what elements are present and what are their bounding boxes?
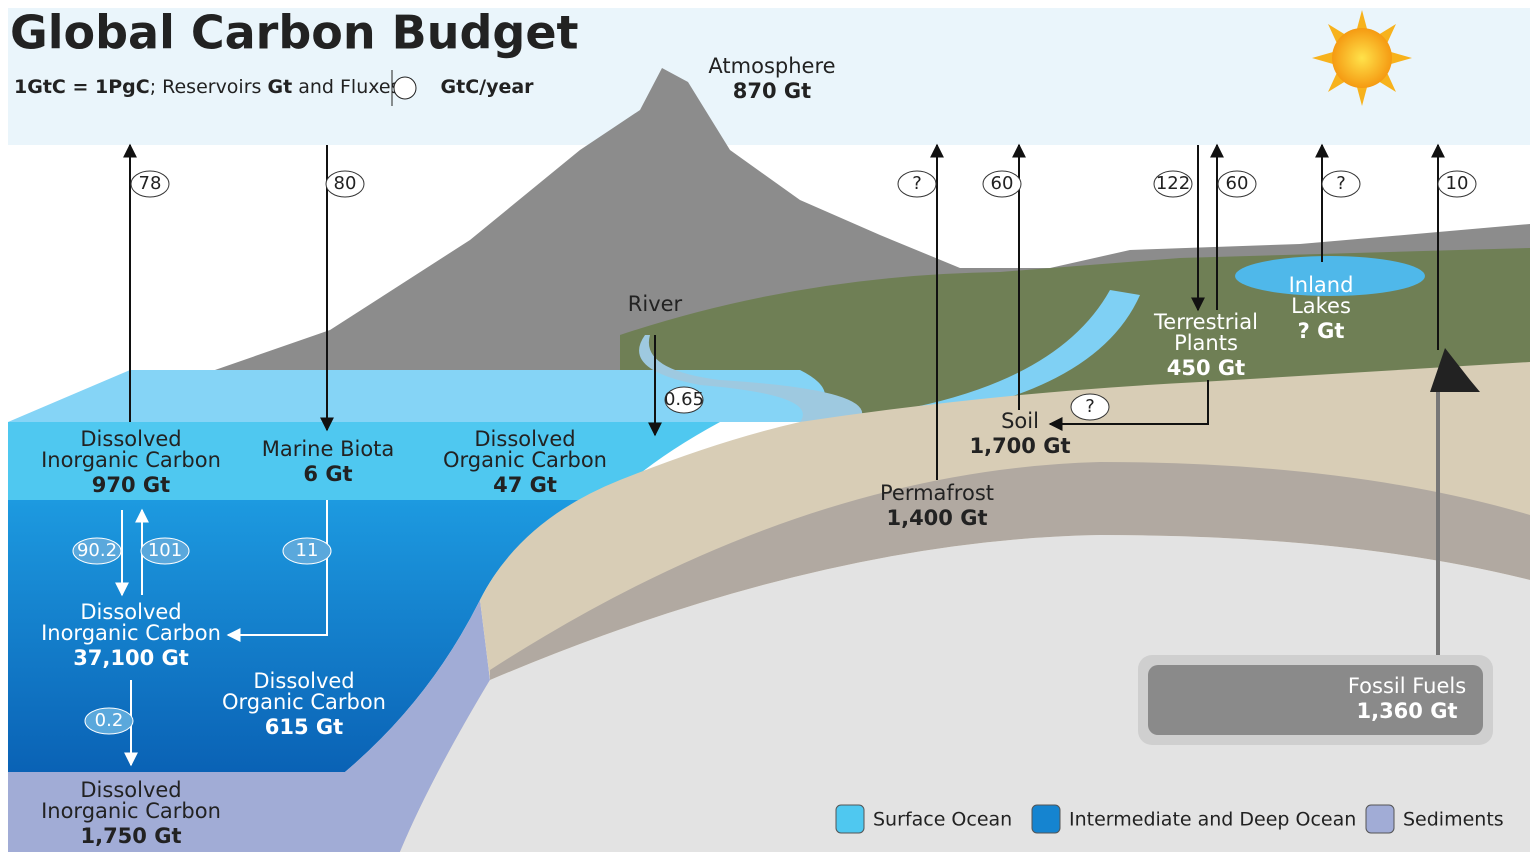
reservoir-amount: 970 Gt bbox=[92, 473, 170, 497]
reservoir-label: Organic Carbon bbox=[222, 690, 386, 714]
flux-badge bbox=[1217, 170, 1257, 198]
subtitle-part: GtC/year bbox=[441, 76, 535, 98]
flux-badge bbox=[325, 170, 365, 198]
flux-badge bbox=[282, 537, 332, 565]
reservoir-label: Dissolved bbox=[253, 669, 354, 693]
legend-label: Sediments bbox=[1403, 809, 1504, 831]
flux-value: ? bbox=[1085, 396, 1095, 417]
flux-badge bbox=[1437, 170, 1477, 198]
fossil-box bbox=[1148, 665, 1483, 735]
subtitle-part: Gt bbox=[267, 76, 292, 98]
flux-badge bbox=[897, 170, 937, 198]
title: Global Carbon Budget bbox=[10, 6, 579, 60]
reservoir-amount: 450 Gt bbox=[1167, 356, 1245, 380]
flux-value: 11 bbox=[296, 540, 319, 561]
reservoir-amount: 1,400 Gt bbox=[886, 506, 987, 530]
reservoir-label: Terrestrial bbox=[1153, 310, 1258, 334]
reservoir-amount: ? Gt bbox=[1298, 319, 1345, 343]
flux-value: 90.2 bbox=[77, 540, 117, 561]
flux-badge bbox=[130, 170, 170, 198]
legend-label: Surface Ocean bbox=[873, 809, 1012, 831]
flux-value: ? bbox=[1336, 173, 1346, 194]
legend: Surface Ocean Intermediate and Deep Ocean… bbox=[835, 804, 1504, 834]
flux-badge bbox=[84, 707, 134, 735]
flux-badge bbox=[72, 537, 122, 565]
flux-symbol bbox=[393, 76, 417, 100]
reservoir-label: Permafrost bbox=[880, 481, 994, 505]
reservoir-amount: 6 Gt bbox=[303, 462, 352, 486]
flux-badge bbox=[664, 386, 704, 414]
flux-value: 60 bbox=[991, 173, 1014, 194]
subtitle: 1GtC = 1PgC; Reservoirs Gt and Fluxes GtC… bbox=[14, 76, 534, 98]
reservoir-label: Dissolved bbox=[80, 600, 181, 624]
legend-swatch bbox=[1031, 804, 1061, 834]
reservoir-label: Organic Carbon bbox=[443, 448, 607, 472]
flux-value: 0.65 bbox=[664, 389, 704, 410]
bedrock bbox=[400, 535, 1530, 852]
reservoir-amount: 1,700 Gt bbox=[969, 434, 1070, 458]
flux-value: 60 bbox=[1226, 173, 1249, 194]
flux-value: 101 bbox=[148, 540, 182, 561]
reservoir-amount: 47 Gt bbox=[493, 473, 557, 497]
flux-value: ? bbox=[912, 173, 922, 194]
flux-badge bbox=[1321, 170, 1361, 198]
permafrost-layer bbox=[490, 462, 1530, 680]
reservoir-label: Marine Biota bbox=[262, 437, 395, 461]
oil-pump bbox=[1420, 348, 1480, 392]
reservoir-amount: 1,750 Gt bbox=[80, 824, 181, 848]
sun bbox=[1312, 10, 1412, 106]
legend-swatch bbox=[835, 804, 865, 834]
flux-badge bbox=[140, 537, 190, 565]
reservoir-label: Fossil Fuels bbox=[1348, 674, 1466, 698]
legend-swatch bbox=[1365, 804, 1395, 834]
reservoir-label: Soil bbox=[1001, 409, 1039, 433]
flux-value: 0.2 bbox=[95, 710, 124, 731]
sky bbox=[8, 8, 1530, 145]
reservoir-label: Dissolved bbox=[80, 778, 181, 802]
reservoir-amount: 1,360 Gt bbox=[1356, 699, 1457, 723]
reservoir-label: Dissolved bbox=[80, 427, 181, 451]
flux-value: 80 bbox=[334, 173, 357, 194]
sediments bbox=[8, 600, 490, 852]
subtitle-part: and Fluxes bbox=[298, 76, 400, 98]
lake bbox=[1235, 256, 1425, 296]
reservoir-label: Inland bbox=[1289, 273, 1354, 297]
legend-label: Intermediate and Deep Ocean bbox=[1069, 809, 1356, 831]
subtitle-part: ; Reservoirs bbox=[150, 76, 262, 98]
flux-arrow bbox=[1048, 380, 1209, 431]
flux-badge bbox=[982, 170, 1022, 198]
reservoir-amount: 870 Gt bbox=[733, 79, 811, 103]
flux-value: 10 bbox=[1446, 173, 1469, 194]
reservoir-label: Inorganic Carbon bbox=[41, 448, 221, 472]
reservoir-label: Inorganic Carbon bbox=[41, 621, 221, 645]
reservoir-label: Inorganic Carbon bbox=[41, 799, 221, 823]
flux-badge bbox=[1070, 393, 1110, 421]
reservoir-label: Atmosphere bbox=[708, 54, 835, 78]
flux-value: 122 bbox=[1156, 173, 1190, 194]
river bbox=[639, 335, 863, 422]
reservoir-amount: 615 Gt bbox=[265, 715, 343, 739]
reservoir-label: Plants bbox=[1174, 331, 1238, 355]
reservoir-label: Lakes bbox=[1291, 294, 1351, 318]
subtitle-part: 1GtC = 1PgC bbox=[14, 76, 150, 98]
ocean-surface-top bbox=[8, 370, 825, 422]
river-label: River bbox=[628, 292, 683, 316]
reservoir-label: Dissolved bbox=[474, 427, 575, 451]
reservoir-amount: 37,100 Gt bbox=[73, 646, 189, 670]
flux-badge bbox=[1153, 170, 1193, 198]
flux-value: 78 bbox=[139, 173, 162, 194]
surface-ocean bbox=[8, 422, 720, 500]
